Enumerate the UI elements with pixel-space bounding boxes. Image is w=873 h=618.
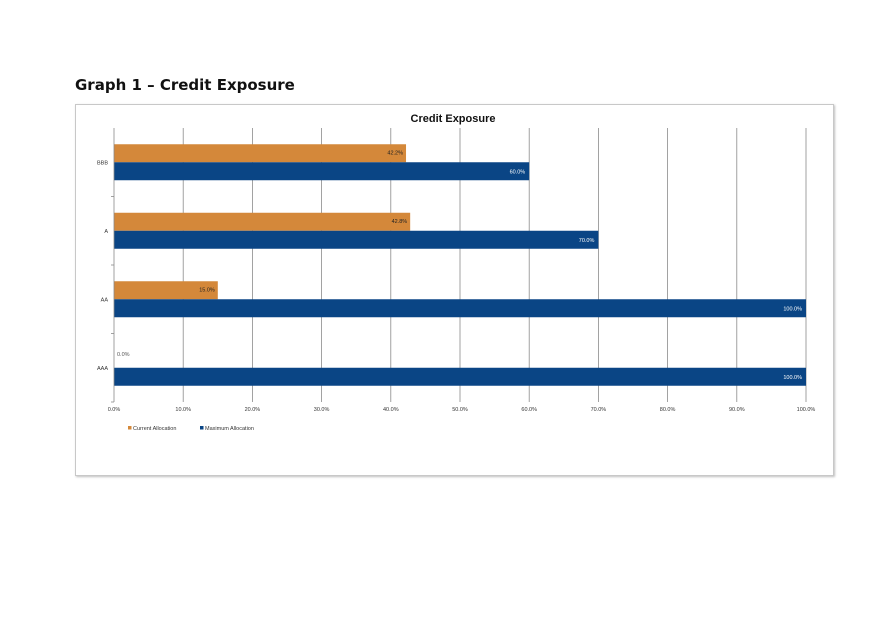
bar-maximum-allocation <box>114 162 530 181</box>
legend-label: Maximum Allocation <box>205 426 254 432</box>
bar-maximum-allocation <box>114 230 599 249</box>
data-label-maximum-allocation: 60.0% <box>510 169 526 175</box>
y-tick-label: AAA <box>97 366 108 372</box>
bar-current-allocation <box>114 281 218 300</box>
data-label-maximum-allocation: 70.0% <box>579 238 595 244</box>
data-label-current-allocation: 42.8% <box>392 219 408 225</box>
legend-swatch <box>200 426 204 430</box>
bar-maximum-allocation <box>114 367 806 386</box>
data-label-current-allocation: 0.0% <box>117 352 130 358</box>
legend-swatch <box>128 426 132 430</box>
data-label-maximum-allocation: 100.0% <box>783 306 802 312</box>
x-tick-label: 0.0% <box>108 407 121 413</box>
legend-label: Current Allocation <box>133 426 176 432</box>
legend: Current Allocation Maximum Allocation <box>128 426 254 432</box>
y-tick-label: A <box>104 229 108 235</box>
bar-maximum-allocation <box>114 299 806 318</box>
x-tick-label: 70.0% <box>591 407 607 413</box>
x-tick-label: 60.0% <box>521 407 537 413</box>
x-tick-label: 90.0% <box>729 407 745 413</box>
y-tick-label: AA <box>101 297 109 303</box>
y-tick-label: BBB <box>97 160 108 166</box>
x-tick-label: 100.0% <box>797 407 816 413</box>
bar-current-allocation <box>114 144 407 163</box>
chart-title: Credit Exposure <box>411 113 496 125</box>
x-tick-label: 80.0% <box>660 407 676 413</box>
x-tick-label: 40.0% <box>383 407 399 413</box>
x-tick-label: 10.0% <box>175 407 191 413</box>
x-tick-label: 30.0% <box>314 407 330 413</box>
x-tick-label: 50.0% <box>452 407 468 413</box>
bar-current-allocation <box>114 212 411 231</box>
axes: 0.0% 10.0% 20.0% 30.0% 40.0% 50.0% 60.0% 70.0% 8… <box>97 128 815 413</box>
data-label-current-allocation: 15.0% <box>199 287 215 293</box>
x-tick-label: 20.0% <box>245 407 261 413</box>
data-label-maximum-allocation: 100.0% <box>783 375 802 381</box>
data-label-current-allocation: 42.2% <box>387 150 403 156</box>
page-heading: Graph 1 – Credit Exposure <box>75 76 295 94</box>
bars: 42.2% 60.0% 42.8% 70.0% 15.0% 100.0% 0.0% 100.0… <box>114 144 806 386</box>
